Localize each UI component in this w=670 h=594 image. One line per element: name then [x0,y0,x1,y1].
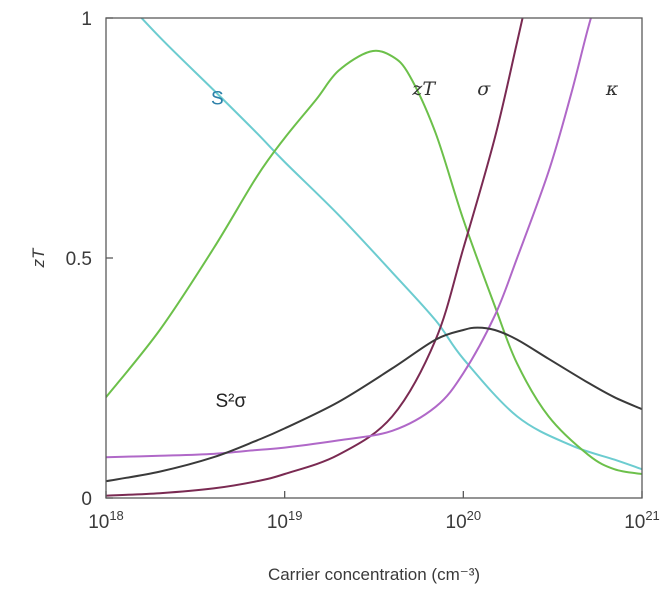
series-curves [106,18,642,497]
series-line-0 [140,18,642,471]
y-tick-label-1: 0.5 [66,249,92,270]
y-tick-label-0: 0 [81,489,92,510]
series-line-3 [106,18,592,459]
series-line-4 [106,326,642,483]
series-label-1: zT [411,78,436,100]
y-axis-label: zT [29,247,48,269]
series-label-4: S²σ [216,391,247,412]
series-label-2: σ [477,78,491,100]
x-tick-label-2: 1020 [446,508,482,533]
y-tick-label-2: 1 [81,9,92,30]
series-label-3: κ [605,78,619,100]
y-axis-ticks: 00.51 [66,9,113,510]
series-line-1 [106,49,642,475]
series-line-2 [106,18,524,497]
x-axis-label: Carrier concentration (cm⁻³) [268,565,480,584]
x-axis-ticks: 1018 1019 1020 1021 [88,491,660,533]
x-tick-label-1: 1019 [267,508,303,533]
x-tick-label-0: 1018 [88,508,124,533]
series-label-0: S [211,88,224,109]
x-tick-label-3: 1021 [624,508,660,533]
